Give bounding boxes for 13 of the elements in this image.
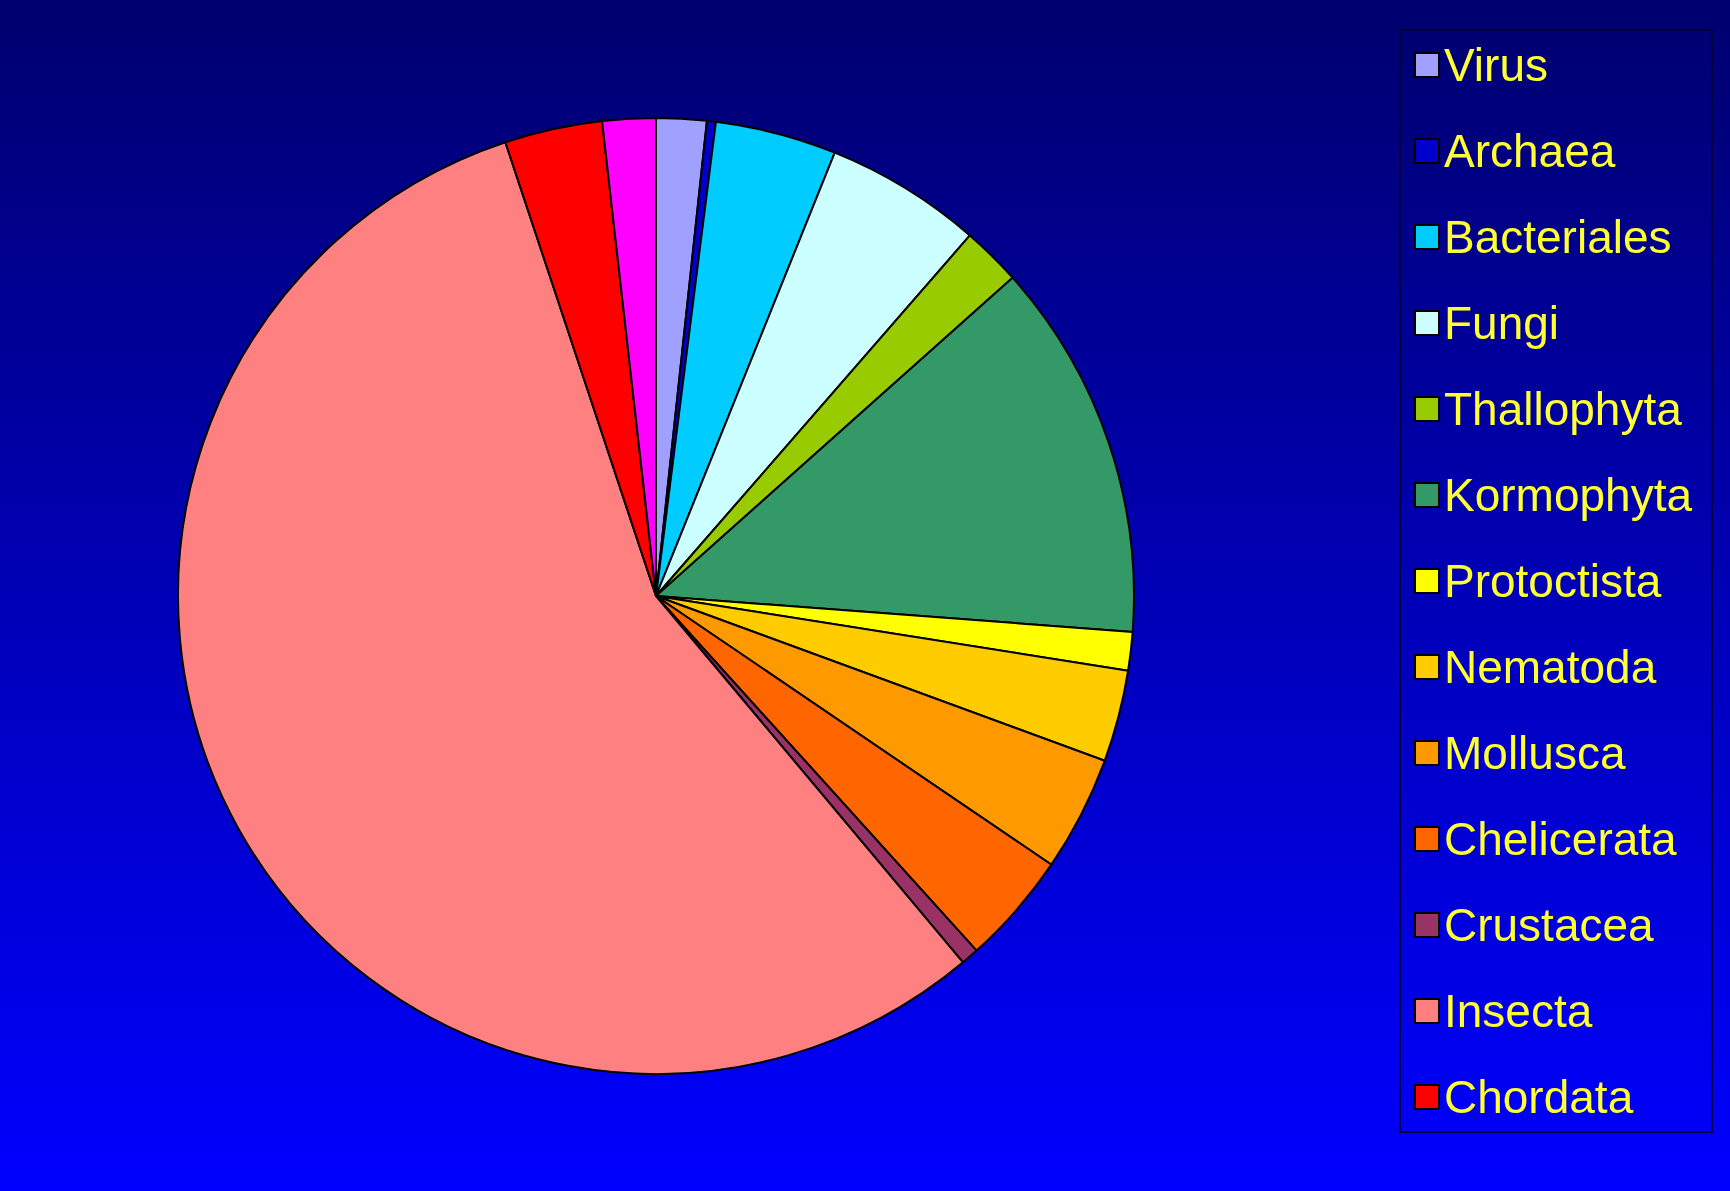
legend-label: Mollusca: [1443, 727, 1626, 779]
legend-label: Insecta: [1443, 985, 1593, 1037]
legend-label: Chelicerata: [1443, 813, 1678, 865]
legend-label: Kormophyta: [1443, 469, 1693, 521]
legend-label: Chordata: [1443, 1071, 1634, 1123]
legend-label: Virus: [1443, 39, 1548, 91]
legend-label: Thallophyta: [1443, 383, 1683, 435]
legend-label: Archaea: [1443, 125, 1616, 177]
legend-label: Nematoda: [1443, 641, 1657, 693]
legend-label: Crustacea: [1443, 899, 1655, 951]
legend-label: Bacteriales: [1443, 211, 1672, 263]
legend-label: Protoctista: [1443, 555, 1662, 607]
legend-label: Fungi: [1443, 297, 1560, 349]
